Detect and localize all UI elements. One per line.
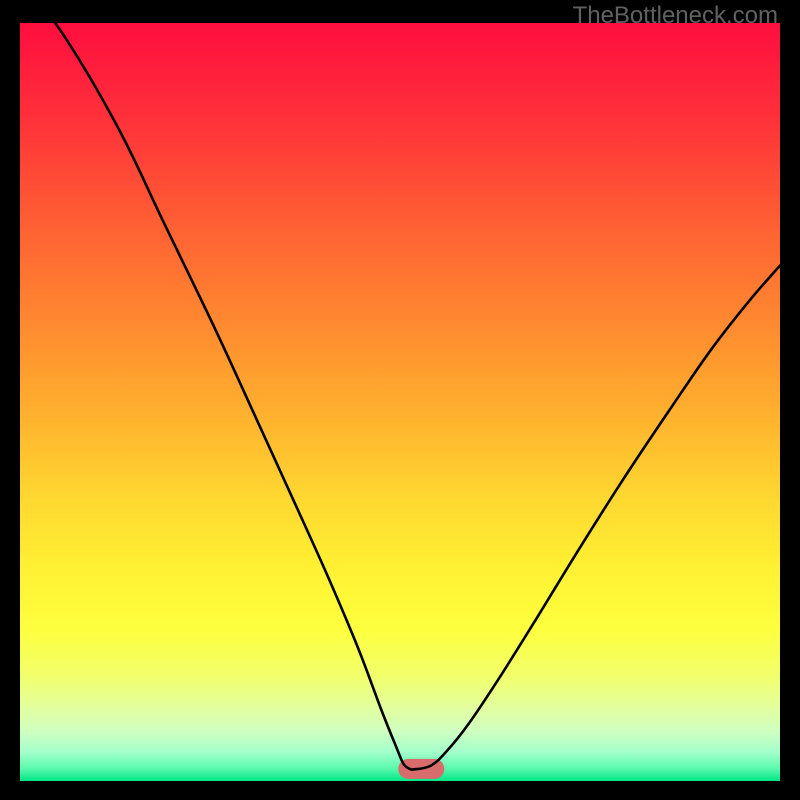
chart-stage: TheBottleneck.com [0,0,800,800]
gradient-background [20,23,780,781]
chart-svg [0,0,800,800]
